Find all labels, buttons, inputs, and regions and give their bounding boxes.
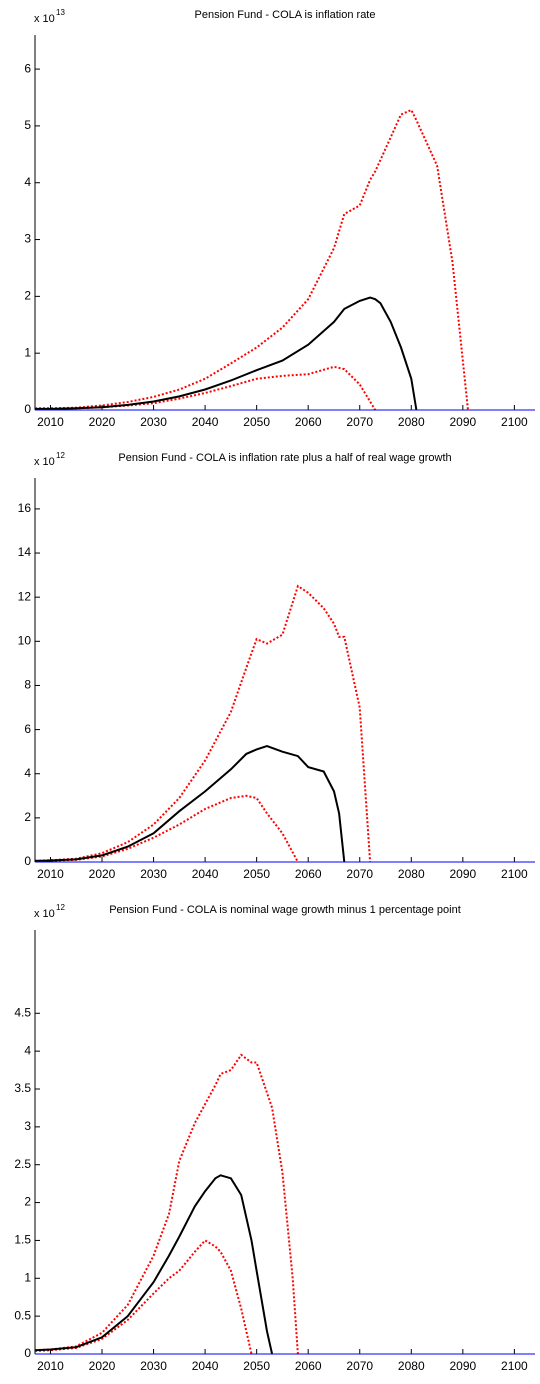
x-tick-label: 2090 <box>449 415 476 429</box>
chart-title: Pension Fund - COLA is inflation rate <box>195 9 376 21</box>
x-tick-label: 2040 <box>192 867 219 881</box>
x-tick-label: 2070 <box>346 867 373 881</box>
series-line <box>35 108 469 411</box>
x-tick-label: 2050 <box>243 1359 270 1373</box>
x-tick-label: 2090 <box>449 1359 476 1373</box>
x-tick-label: 2100 <box>501 415 528 429</box>
x-tick-label: 2030 <box>140 867 167 881</box>
y-tick-label: 1 <box>24 1270 31 1284</box>
y-tick-label: 14 <box>18 545 32 559</box>
x-tick-label: 2060 <box>295 867 322 881</box>
scale-base: x 10 <box>34 908 55 920</box>
y-tick-label: 0 <box>24 1346 31 1360</box>
series-line <box>34 794 299 863</box>
y-tick-label: 6 <box>24 61 31 75</box>
series-line <box>34 1053 299 1355</box>
x-tick-label: 2010 <box>37 867 64 881</box>
chart-title: Pension Fund - COLA is nominal wage grow… <box>109 904 461 916</box>
y-tick-label: 5 <box>24 118 31 132</box>
series-line <box>34 1174 274 1355</box>
y-tick-label: 3 <box>24 232 31 246</box>
series-line <box>34 745 346 863</box>
y-tick-label: 2.5 <box>14 1157 31 1171</box>
series-line <box>34 584 372 863</box>
x-tick-label: 2100 <box>501 1359 528 1373</box>
x-tick-label: 2040 <box>192 415 219 429</box>
scale-base: x 10 <box>34 456 55 468</box>
x-tick-label: 2080 <box>398 867 425 881</box>
x-tick-label: 2010 <box>37 415 64 429</box>
y-tick-label: 10 <box>18 633 32 647</box>
x-tick-label: 2040 <box>192 1359 219 1373</box>
x-tick-label: 2080 <box>398 415 425 429</box>
scale-exponent: 13 <box>56 8 65 17</box>
y-tick-label: 2 <box>24 289 31 303</box>
x-tick-label: 2020 <box>89 415 116 429</box>
y-tick-label: 1 <box>24 345 31 359</box>
x-tick-label: 2060 <box>295 415 322 429</box>
x-tick-label: 2030 <box>140 1359 167 1373</box>
x-tick-label: 2050 <box>243 867 270 881</box>
chart-title: Pension Fund - COLA is inflation rate pl… <box>118 452 451 464</box>
x-tick-label: 2070 <box>346 415 373 429</box>
y-tick-label: 12 <box>18 589 32 603</box>
x-tick-label: 2100 <box>501 867 528 881</box>
scale-base: x 10 <box>34 13 55 25</box>
y-tick-label: 4 <box>24 766 31 780</box>
y-tick-label: 0.5 <box>14 1308 31 1322</box>
x-tick-label: 2060 <box>295 1359 322 1373</box>
series-line <box>34 1239 253 1355</box>
y-tick-label: 16 <box>18 501 32 515</box>
y-tick-label: 2 <box>24 810 31 824</box>
y-tick-label: 0 <box>24 402 31 416</box>
y-tick-label: 3 <box>24 1119 31 1133</box>
x-tick-label: 2050 <box>243 415 270 429</box>
x-tick-label: 2020 <box>89 867 116 881</box>
scale-exponent: 12 <box>56 903 65 912</box>
x-tick-label: 2010 <box>37 1359 64 1373</box>
x-tick-label: 2090 <box>449 867 476 881</box>
y-tick-label: 4.5 <box>14 1005 31 1019</box>
y-tick-label: 0 <box>24 854 31 868</box>
series-line <box>35 296 418 411</box>
x-tick-label: 2080 <box>398 1359 425 1373</box>
y-tick-label: 4 <box>24 175 31 189</box>
series-line <box>35 365 377 411</box>
y-tick-label: 6 <box>24 722 31 736</box>
y-tick-label: 1.5 <box>14 1233 31 1247</box>
y-tick-label: 8 <box>24 678 31 692</box>
y-tick-label: 4 <box>24 1043 31 1057</box>
x-tick-label: 2070 <box>346 1359 373 1373</box>
x-tick-label: 2030 <box>140 415 167 429</box>
x-tick-label: 2020 <box>89 1359 116 1373</box>
scale-exponent: 12 <box>56 451 65 460</box>
y-tick-label: 2 <box>24 1195 31 1209</box>
y-tick-label: 3.5 <box>14 1081 31 1095</box>
